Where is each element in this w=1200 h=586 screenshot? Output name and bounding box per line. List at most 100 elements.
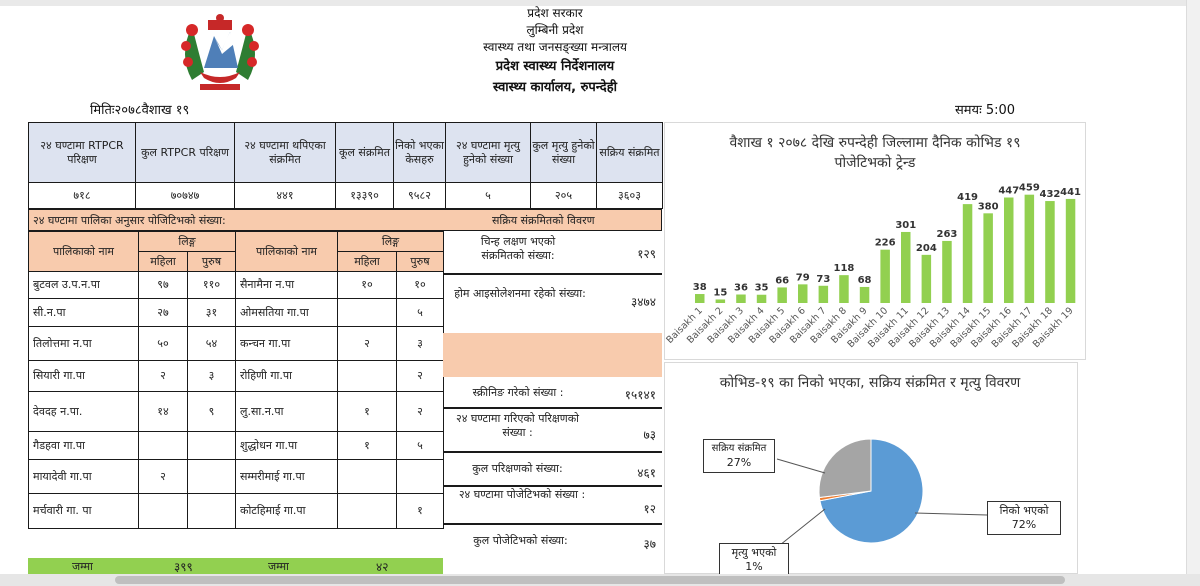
- female-count-cell: [337, 493, 397, 529]
- date-label: मितिः२०७८वैशाख १९: [90, 103, 190, 118]
- bar: [839, 275, 849, 303]
- col-palika-name: पालिकाको नाम: [235, 231, 338, 272]
- nepal-emblem-icon: [181, 14, 259, 90]
- palika-name-cell: गैडहवा गा.पा: [28, 431, 139, 460]
- summary-value: ७०७४७: [135, 182, 235, 209]
- section-band: २४ घण्टामा पालिका अनुसार पोजिटिभको संख्य…: [28, 209, 662, 231]
- active-case-label: कुल पोजेटिभको संख्या:: [473, 534, 568, 547]
- header-line-4: प्रदेश स्वास्थ्य निर्देशनालय: [495, 59, 615, 74]
- bar-data-label: 380: [978, 201, 999, 212]
- female-count-cell: [138, 431, 188, 460]
- female-count-cell: [337, 459, 397, 494]
- palika-name-cell: सी.न.पा: [28, 298, 139, 327]
- palika-name-cell: तिलोत्तमा न.पा: [28, 326, 139, 361]
- female-count-cell: १: [337, 391, 397, 432]
- active-case-label: चिन्ह लक्षण भएको संक्रमितको संख्या:: [480, 235, 556, 262]
- pie-leader-line: [776, 458, 826, 474]
- scrollbar-thumb[interactable]: [115, 576, 1065, 584]
- active-case-label: २४ घण्टामा गरिएको परिक्षणको संख्या :: [455, 412, 579, 439]
- female-count-cell: [138, 493, 188, 529]
- palika-name-cell: सम्मरीमाई गा.पा: [235, 459, 338, 494]
- palika-name-cell: शुद्धोधन गा.पा: [235, 431, 338, 460]
- time-label: समयः 5:00: [955, 103, 1016, 118]
- table-row: मायादेवी गा.पा २ सम्मरीमाई गा.पा: [28, 459, 444, 494]
- bar-data-label: 447: [998, 186, 1019, 197]
- male-count-cell: २: [396, 360, 444, 392]
- active-case-value: ४६१: [637, 466, 656, 480]
- divider: [443, 407, 662, 409]
- pie-leader-line: [774, 508, 826, 550]
- table-row: सी.न.पा २७ ३१ ओमसतिया गा.पा ५: [28, 298, 444, 327]
- vertical-scrollbar[interactable]: [1186, 0, 1200, 586]
- summary-value: १३३९०: [335, 182, 394, 209]
- bar: [942, 240, 952, 303]
- col-gender: लिङ्ग: [337, 231, 444, 252]
- summary-value: ७१८: [28, 182, 136, 209]
- palika-name-cell: कोटहिमाई गा.पा: [235, 493, 338, 529]
- male-count-cell: ५: [396, 298, 444, 327]
- summary-value: २०५: [530, 182, 597, 209]
- bar-data-label: 432: [1040, 189, 1061, 200]
- col-male: पुरुष: [187, 251, 236, 272]
- bar: [777, 287, 787, 303]
- active-cases-panel: [443, 231, 662, 558]
- pie-chart-title: कोभिड-१९ का निको भएका, सक्रिय संक्रमित र…: [719, 375, 1021, 391]
- female-count-cell: १: [337, 431, 397, 460]
- band-right-label: सक्रिय संक्रमितको विवरण: [492, 214, 595, 227]
- male-count-cell: [187, 459, 236, 494]
- male-count-cell: [187, 431, 236, 460]
- bar-data-label: 204: [916, 243, 937, 254]
- bar-data-label: 263: [937, 229, 958, 240]
- total-left-value: ३९९: [174, 560, 193, 574]
- bar: [695, 294, 705, 303]
- female-count-cell: ५०: [138, 326, 188, 361]
- active-case-label: होम आइसोलेशनमा रहेको संख्या:: [454, 287, 586, 300]
- female-count-cell: २: [138, 360, 188, 392]
- active-case-value: ३७: [643, 537, 656, 551]
- palika-name-cell: कन्चन गा.पा: [235, 326, 338, 361]
- bar-data-label: 226: [875, 238, 896, 249]
- palika-name-cell: मर्चवारी गा. पा: [28, 493, 139, 529]
- summary-value: ५: [445, 182, 531, 209]
- summary-table: २४ घण्टामा RTPCR परिक्षण कुल RTPCR परिक्…: [28, 122, 663, 209]
- summary-value: ३६०३: [596, 182, 663, 209]
- male-count-cell: ३: [396, 326, 444, 361]
- bar-data-label: 419: [957, 192, 978, 203]
- male-count-cell: ११०: [187, 271, 236, 299]
- bar: [715, 299, 726, 303]
- bar: [736, 294, 746, 303]
- palika-name-cell: सैनामैना न.पा: [235, 271, 338, 299]
- bar-data-label: 79: [796, 272, 810, 283]
- total-row: जम्मा ३९९ जम्मा ४२: [28, 558, 443, 574]
- bar-data-label: 15: [713, 287, 727, 298]
- male-count-cell: [187, 493, 236, 529]
- pie-slice: [818, 438, 872, 499]
- bar-data-label: 35: [755, 283, 769, 294]
- bar-data-label: 441: [1060, 187, 1081, 198]
- male-count-cell: ९: [187, 391, 236, 432]
- header-line-1: प्रदेश सरकार: [527, 6, 583, 20]
- summary-header: २४ घण्टामा RTPCR परिक्षण: [28, 122, 136, 183]
- summary-value: ४४१: [234, 182, 336, 209]
- pie-label-pct: 1%: [745, 560, 763, 573]
- header-line-2: लुम्बिनी प्रदेश: [526, 23, 584, 37]
- col-female: महिला: [138, 251, 188, 272]
- pie-label-text: निको भएको: [999, 504, 1049, 517]
- palika-name-cell: रोहिणी गा.पा: [235, 360, 338, 392]
- palika-name-cell: ओमसतिया गा.पा: [235, 298, 338, 327]
- palika-rows: बुटवल उ.प.न.पा ९७ ११० सैनामैना न.पा १० १० सी.न…: [28, 271, 444, 529]
- female-count-cell: [337, 360, 397, 392]
- pie-label-deaths: मृत्यु भएको 1%: [719, 543, 789, 577]
- bar: [859, 286, 870, 303]
- pie-label-text: मृत्यु भएको: [731, 546, 777, 559]
- bar: [1004, 197, 1014, 303]
- total-label: जम्मा: [72, 560, 93, 573]
- palika-name-cell: मायादेवी गा.पा: [28, 459, 139, 494]
- bar: [880, 249, 890, 303]
- male-count-cell: ५४: [187, 326, 236, 361]
- divider: [443, 485, 662, 487]
- table-row: बुटवल उ.प.न.पा ९७ ११० सैनामैना न.पा १० १०: [28, 271, 444, 299]
- female-count-cell: २: [337, 326, 397, 361]
- col-male: पुरुष: [396, 251, 444, 272]
- summary-header: कुल RTPCR परिक्षण: [135, 122, 235, 183]
